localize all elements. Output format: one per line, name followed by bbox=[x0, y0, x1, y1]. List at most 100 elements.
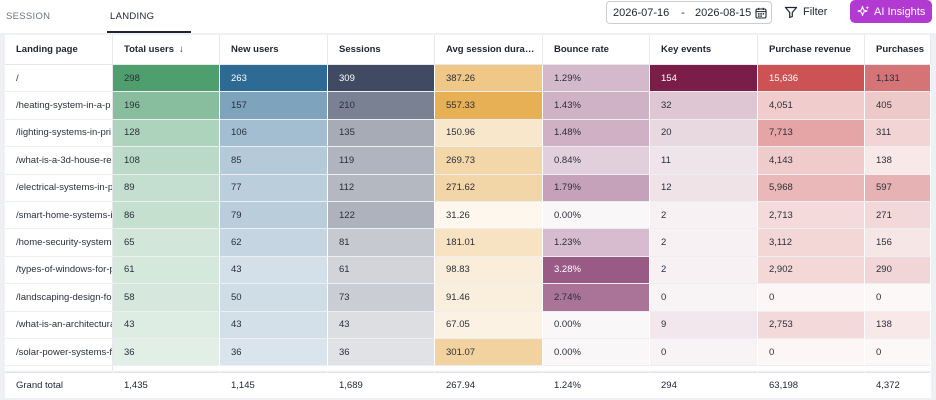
cell-avg-session-duration: 67.05 bbox=[435, 311, 543, 339]
cell-bounce-rate: 1.79% bbox=[543, 174, 650, 202]
cell-purchases: 597 bbox=[865, 174, 931, 202]
cell-key-events: 0 bbox=[650, 284, 758, 312]
partial-cell bbox=[758, 366, 865, 373]
cell-purchase-revenue: 4,051 bbox=[758, 92, 865, 120]
cell-total-users: 108 bbox=[113, 147, 220, 175]
table-row[interactable]: /landscaping-design-fo 58 50 73 91.46 2.74% 0 0… bbox=[5, 284, 931, 312]
date-end[interactable]: 2026-08-15 bbox=[695, 6, 752, 19]
grand-total-new-users: 1,145 bbox=[220, 372, 328, 400]
cell-landing-page[interactable]: /what-is-an-architectura bbox=[5, 311, 113, 339]
tab-session-sources[interactable]: SESSION SOURCES bbox=[6, 11, 55, 55]
cell-new-users: 263 bbox=[220, 65, 328, 93]
col-header-total-users[interactable]: Total users ↓ bbox=[113, 35, 220, 65]
cell-landing-page[interactable]: /solar-power-systems-fo bbox=[5, 338, 113, 367]
table-row[interactable]: /what-is-a-3d-house-re 108 85 119 269.73 0.84… bbox=[5, 147, 931, 175]
table-row[interactable]: /what-is-an-architectura 43 43 43 67.05 0.00%… bbox=[5, 311, 931, 339]
cell-purchases: 290 bbox=[865, 256, 931, 285]
col-header-bounce-rate[interactable]: Bounce rate bbox=[543, 35, 650, 65]
col-header-new-users[interactable]: New users bbox=[220, 35, 328, 65]
cell-sessions: 210 bbox=[328, 92, 435, 120]
cell-avg-session-duration: 31.26 bbox=[435, 201, 543, 230]
cell-avg-session-duration: 98.83 bbox=[435, 256, 543, 285]
table-row[interactable]: /electrical-systems-in-p 89 77 112 271.62 1.7… bbox=[5, 174, 931, 202]
cell-new-users: 62 bbox=[220, 229, 328, 257]
cell-purchases: 138 bbox=[865, 311, 931, 339]
date-range-picker[interactable]: 2026-07-16 - 2026-08-15 bbox=[606, 1, 772, 24]
cell-purchase-revenue: 0 bbox=[758, 284, 865, 312]
cell-landing-page[interactable]: /landscaping-design-fo bbox=[5, 284, 113, 312]
cell-landing-page[interactable]: /lighting-systems-in-pri bbox=[5, 119, 113, 148]
table-row[interactable]: /heating-system-in-a-p 196 157 210 557.33 1.4… bbox=[5, 92, 931, 120]
cell-bounce-rate: 0.00% bbox=[543, 201, 650, 230]
sort-descending-icon[interactable]: ↓ bbox=[178, 44, 184, 55]
filter-button[interactable]: Filter bbox=[784, 1, 844, 23]
cell-key-events: 32 bbox=[650, 92, 758, 120]
grand-total-total-users: 1,435 bbox=[113, 372, 220, 400]
cell-key-events: 11 bbox=[650, 147, 758, 175]
col-header-key-events[interactable]: Key events bbox=[650, 35, 758, 65]
tab-landing-pages[interactable]: LANDING PAGES bbox=[107, 0, 191, 55]
cell-total-users: 43 bbox=[113, 311, 220, 339]
cell-purchases: 156 bbox=[865, 229, 931, 257]
cell-new-users: 50 bbox=[220, 284, 328, 312]
cell-new-users: 36 bbox=[220, 338, 328, 367]
cell-total-users: 86 bbox=[113, 201, 220, 230]
cell-landing-page[interactable]: /smart-home-systems-i bbox=[5, 201, 113, 230]
cell-landing-page[interactable]: / bbox=[5, 65, 113, 93]
cell-avg-session-duration: 301.07 bbox=[435, 338, 543, 367]
table-row[interactable]: /home-security-systems 65 62 81 181.01 1.23% 2… bbox=[5, 229, 931, 257]
cell-bounce-rate: 0.84% bbox=[543, 147, 650, 175]
calendar-icon[interactable] bbox=[755, 7, 767, 19]
cell-avg-session-duration: 150.96 bbox=[435, 119, 543, 148]
cell-landing-page[interactable]: /home-security-systems bbox=[5, 229, 113, 257]
col-header-purchase-revenue[interactable]: Purchase revenue bbox=[758, 35, 865, 65]
cell-sessions: 112 bbox=[328, 174, 435, 202]
cell-landing-page[interactable]: /electrical-systems-in-p bbox=[5, 174, 113, 202]
cell-landing-page[interactable]: /heating-system-in-a-p bbox=[5, 92, 113, 120]
date-separator: - bbox=[681, 6, 685, 19]
table-row[interactable]: /smart-home-systems-i 86 79 122 31.26 0.00% 2 2… bbox=[5, 201, 931, 230]
top-bar: SESSION SOURCES LANDING PAGES 2026-07-16… bbox=[0, 0, 936, 55]
partial-cell bbox=[220, 366, 328, 373]
date-start[interactable]: 2026-07-16 bbox=[613, 6, 670, 19]
landing-pages-table-container[interactable]: Landing page Total users ↓ New users Sess… bbox=[0, 33, 936, 400]
cell-new-users: 85 bbox=[220, 147, 328, 175]
cell-new-users: 79 bbox=[220, 201, 328, 230]
col-header-sessions[interactable]: Sessions bbox=[328, 35, 435, 65]
partial-cell bbox=[435, 366, 543, 373]
cell-new-users: 77 bbox=[220, 174, 328, 202]
cell-bounce-rate: 2.74% bbox=[543, 284, 650, 312]
table-row[interactable]: /types-of-windows-for-p 61 43 61 98.83 3.28% 2… bbox=[5, 256, 931, 285]
partial-row bbox=[5, 366, 931, 373]
cell-landing-page[interactable]: /what-is-a-3d-house-re bbox=[5, 147, 113, 175]
cell-bounce-rate: 0.00% bbox=[543, 311, 650, 339]
table-row[interactable]: /solar-power-systems-fo 36 36 36 301.07 0.00%… bbox=[5, 338, 931, 367]
cell-avg-session-duration: 269.73 bbox=[435, 147, 543, 175]
cell-total-users: 36 bbox=[113, 338, 220, 367]
cell-key-events: 154 bbox=[650, 65, 758, 93]
cell-total-users: 58 bbox=[113, 284, 220, 312]
cell-sessions: 43 bbox=[328, 311, 435, 339]
cell-purchase-revenue: 2,902 bbox=[758, 256, 865, 285]
cell-sessions: 122 bbox=[328, 201, 435, 230]
cell-bounce-rate: 1.29% bbox=[543, 65, 650, 93]
ai-insights-label: AI Insights bbox=[874, 5, 926, 18]
table-row[interactable]: /298 263 309 387.26 1.29% 154 15,636 1,131 bbox=[5, 65, 931, 93]
filter-label: Filter bbox=[803, 6, 828, 18]
filter-icon bbox=[784, 6, 798, 19]
cell-sessions: 309 bbox=[328, 65, 435, 93]
cell-purchase-revenue: 0 bbox=[758, 338, 865, 367]
cell-landing-page[interactable]: /types-of-windows-for-p bbox=[5, 256, 113, 285]
col-header-avg-session-duration[interactable]: Avg session dura… bbox=[435, 35, 543, 65]
cell-key-events: 2 bbox=[650, 256, 758, 285]
cell-total-users: 89 bbox=[113, 174, 220, 202]
cell-sessions: 81 bbox=[328, 229, 435, 257]
col-header-purchases[interactable]: Purchases bbox=[865, 35, 931, 65]
cell-bounce-rate: 1.23% bbox=[543, 229, 650, 257]
partial-cell bbox=[328, 366, 435, 373]
cell-total-users: 61 bbox=[113, 256, 220, 285]
col-header-landing-page[interactable]: Landing page bbox=[5, 35, 113, 65]
cell-avg-session-duration: 271.62 bbox=[435, 174, 543, 202]
table-row[interactable]: /lighting-systems-in-pri 128 106 135 150.96 1… bbox=[5, 119, 931, 148]
ai-insights-button[interactable]: AI Insights bbox=[850, 0, 932, 23]
